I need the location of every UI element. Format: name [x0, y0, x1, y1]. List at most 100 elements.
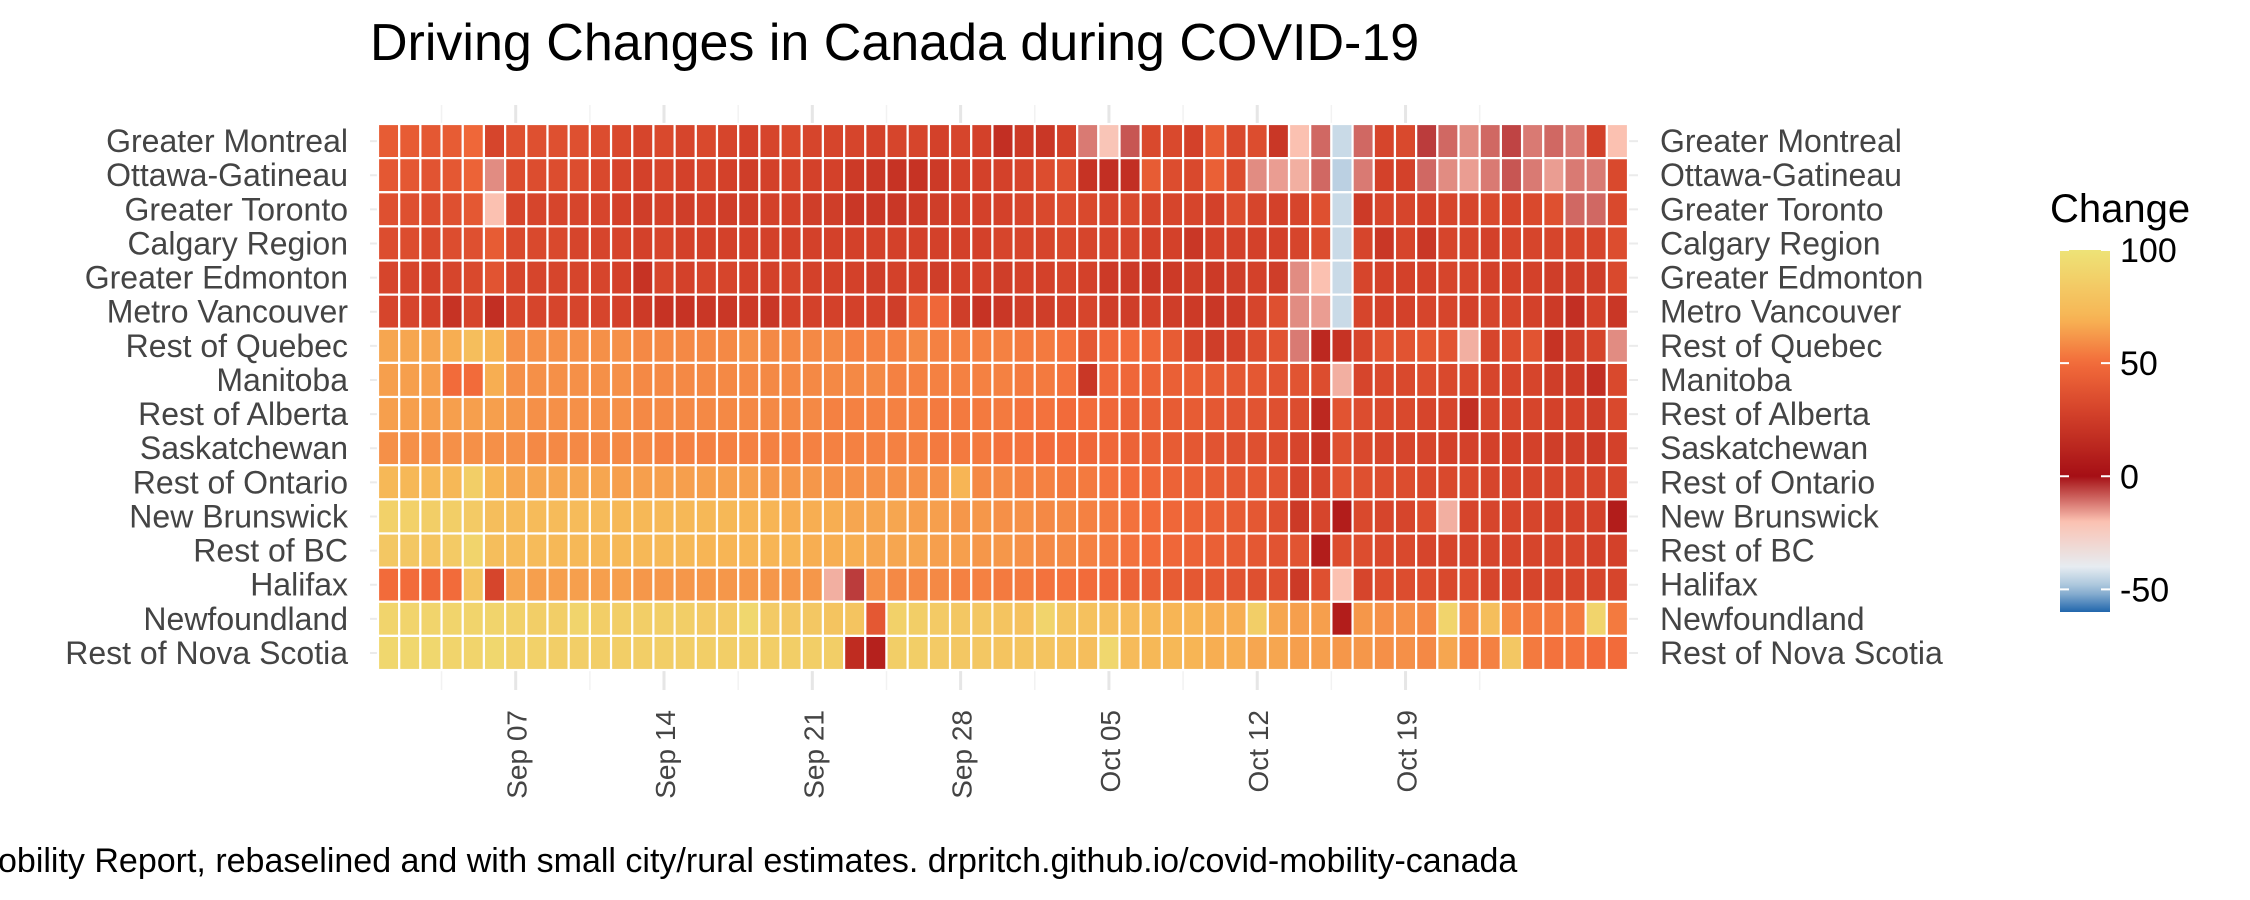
heatmap-cell	[1520, 361, 1545, 399]
heatmap-cell	[1076, 532, 1100, 569]
heatmap-cell	[1033, 157, 1058, 194]
heatmap-cell	[1309, 361, 1333, 399]
heatmap-cell	[631, 259, 655, 296]
heatmap-cell	[1287, 498, 1312, 535]
heatmap-cell	[1181, 395, 1206, 433]
heatmap-cell	[694, 293, 719, 330]
heatmap-cell	[842, 259, 867, 296]
heatmap-cell	[482, 464, 507, 501]
heatmap-cell	[1436, 430, 1460, 467]
heatmap-cell	[525, 361, 549, 399]
heatmap-cell	[1605, 122, 1630, 160]
heatmap-cell	[1097, 259, 1121, 296]
heatmap-cell	[694, 600, 719, 637]
heatmap-cell	[1457, 225, 1481, 262]
heatmap-cell	[504, 566, 528, 603]
heatmap-cell	[631, 430, 655, 467]
heatmap-cell	[1139, 532, 1163, 569]
heatmap-cell	[609, 566, 634, 603]
heatmap-cell	[461, 600, 486, 637]
heatmap-cell	[715, 327, 740, 364]
heatmap-cell	[1266, 293, 1291, 330]
heatmap-cell	[1181, 566, 1206, 603]
heatmap-cell	[398, 122, 422, 160]
heatmap-cell	[694, 122, 719, 160]
heatmap-cell	[1224, 498, 1248, 535]
heatmap-cells	[376, 122, 1630, 672]
heatmap-cell	[970, 293, 994, 330]
heatmap-cell	[1605, 259, 1630, 296]
heatmap-cell	[970, 395, 994, 433]
heatmap-cell	[504, 498, 528, 535]
heatmap-cell	[1457, 600, 1481, 637]
heatmap-cell	[715, 395, 740, 433]
heatmap-cell	[737, 566, 761, 603]
heatmap-cell	[1330, 600, 1354, 637]
heatmap-cell	[885, 430, 909, 467]
heatmap-cell	[419, 566, 443, 603]
heatmap-cell	[694, 430, 719, 467]
heatmap-cell	[864, 498, 888, 535]
heatmap-cell	[1542, 464, 1566, 501]
heatmap-cell	[1160, 600, 1185, 637]
heatmap-cell	[546, 327, 570, 364]
heatmap-cell	[588, 191, 613, 228]
heatmap-cell	[376, 361, 401, 399]
heatmap-cell	[567, 532, 591, 569]
heatmap-cell	[1118, 464, 1142, 501]
heatmap-cell	[1203, 498, 1227, 535]
heatmap-cell	[715, 634, 740, 672]
heatmap-cell	[652, 122, 676, 160]
heatmap-cell	[1542, 259, 1566, 296]
heatmap-cell	[1139, 498, 1163, 535]
heatmap-cell	[1499, 498, 1524, 535]
heatmap-cell	[1372, 498, 1397, 535]
heatmap-cell	[1287, 157, 1312, 194]
heatmap-cell	[440, 566, 464, 603]
row-label-right: Rest of BC	[1660, 533, 1815, 569]
heatmap-cell	[1245, 327, 1269, 364]
row-label: Rest of Ontario	[133, 464, 348, 500]
heatmap-cell	[1054, 122, 1079, 160]
heatmap-cell	[737, 361, 761, 399]
heatmap-cell	[1160, 191, 1185, 228]
heatmap-cell	[1097, 430, 1121, 467]
heatmap-cell	[1012, 464, 1036, 501]
heatmap-cell	[1118, 566, 1142, 603]
heatmap-cell	[737, 157, 761, 194]
heatmap-cell	[1266, 430, 1291, 467]
heatmap-cell	[1457, 464, 1481, 501]
heatmap-cell	[1351, 361, 1375, 399]
heatmap-cell	[1584, 498, 1608, 535]
heatmap-cell	[864, 532, 888, 569]
heatmap-cell	[1266, 361, 1291, 399]
heatmap-cell	[1224, 634, 1248, 672]
heatmap-cell	[1393, 327, 1418, 364]
heatmap-cell	[1457, 532, 1481, 569]
heatmap-cell	[1415, 395, 1439, 433]
row-label: Rest of Nova Scotia	[65, 635, 348, 671]
heatmap-cell	[631, 361, 655, 399]
heatmap-cell	[1224, 293, 1248, 330]
heatmap-cell	[419, 225, 443, 262]
heatmap-cell	[609, 259, 634, 296]
heatmap-cell	[1181, 157, 1206, 194]
heatmap-cell	[1033, 600, 1058, 637]
heatmap-cell	[842, 498, 867, 535]
heatmap-cell	[1224, 157, 1248, 194]
heatmap-cell	[1499, 327, 1524, 364]
heatmap-cell	[1415, 566, 1439, 603]
heatmap-cell	[758, 327, 782, 364]
heatmap-cell	[673, 395, 697, 433]
heatmap-cell	[1415, 327, 1439, 364]
heatmap-cell	[376, 122, 401, 160]
heatmap-cell	[821, 600, 846, 637]
heatmap-cell	[1457, 327, 1481, 364]
heatmap-cell	[504, 600, 528, 637]
heatmap-cell	[1054, 259, 1079, 296]
heatmap-cell	[864, 395, 888, 433]
heatmap-cell	[588, 361, 613, 399]
heatmap-cell	[567, 327, 591, 364]
heatmap-cell	[758, 532, 782, 569]
